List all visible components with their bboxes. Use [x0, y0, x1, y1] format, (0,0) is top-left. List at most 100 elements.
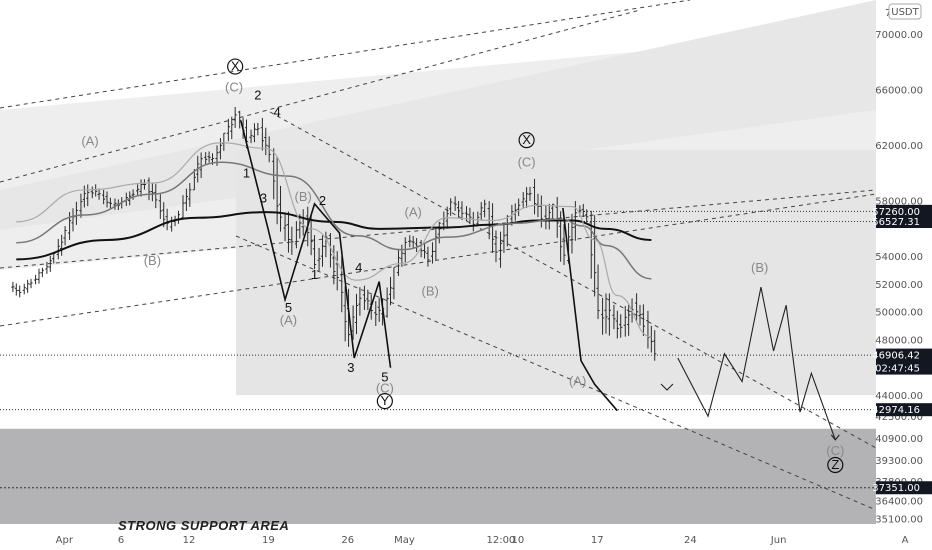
candle: [79, 184, 90, 218]
wave-label: Z: [827, 456, 844, 474]
auto-scale-button[interactable]: A: [902, 535, 909, 546]
svg-text:(C): (C): [376, 381, 394, 396]
candle: [521, 186, 532, 209]
price-tag-value: 37351.00: [872, 483, 920, 494]
svg-text:(B): (B): [144, 253, 161, 268]
wave-label: 5: [285, 300, 292, 315]
currency-tag[interactable]: [888, 3, 922, 20]
wave-label: X: [227, 58, 244, 75]
time-tick-label: 19: [262, 535, 275, 546]
moving-average-line[interactable]: [16, 161, 652, 280]
time-tick-label: 17: [591, 535, 604, 546]
svg-text:2: 2: [254, 88, 261, 103]
price-tag: [876, 403, 932, 417]
support-zone: [0, 428, 876, 524]
svg-text:4: 4: [355, 260, 362, 275]
candle: [476, 199, 487, 227]
svg-text:5: 5: [285, 300, 292, 315]
time-axis-panel[interactable]: [0, 528, 932, 550]
price-tick-label: 58000.00: [875, 197, 923, 208]
candle: [385, 266, 396, 318]
wave-label: 3: [260, 190, 267, 205]
trendline-upper-2[interactable]: [0, 9, 641, 183]
currency-tag-label: USDT: [891, 7, 919, 18]
candle: [646, 310, 657, 361]
svg-text:X: X: [231, 59, 240, 74]
wave-path[interactable]: [562, 207, 618, 412]
time-tick-label: 26: [341, 535, 354, 546]
wave-label: (B): [422, 283, 439, 298]
time-tick-label: Apr: [56, 535, 74, 546]
wave-label: 1: [243, 165, 250, 180]
candle: [22, 278, 33, 295]
trendline-mid[interactable]: [0, 189, 877, 269]
candle: [56, 226, 67, 260]
wave-label: (C): [826, 443, 844, 458]
wave-label: (A): [81, 134, 98, 149]
price-tick-label: 36400.00: [875, 496, 923, 507]
price-tag: [876, 348, 932, 375]
projection-path[interactable]: [677, 287, 836, 441]
price-tag: [876, 204, 932, 218]
price-tag: [876, 481, 932, 495]
svg-text:(C): (C): [826, 443, 844, 458]
svg-text:5: 5: [381, 370, 388, 385]
price-tick-label: 54000.00: [875, 252, 923, 263]
svg-text:3: 3: [347, 360, 354, 375]
svg-text:Z: Z: [831, 457, 839, 472]
moving-average-line[interactable]: [16, 142, 652, 338]
price-axis-panel[interactable]: [876, 0, 932, 550]
price-tick-label: 50000.00: [875, 308, 923, 319]
candle: [294, 209, 305, 249]
svg-text:1: 1: [243, 165, 250, 180]
wave-label: (C): [376, 381, 394, 396]
wave-label: (C): [225, 79, 243, 94]
svg-text:3: 3: [260, 190, 267, 205]
candle: [328, 233, 339, 291]
moving-average-line[interactable]: [16, 211, 652, 261]
time-tick-label: 6: [118, 535, 124, 546]
price-tag: [876, 215, 932, 229]
price-tag-value: 46906.42: [872, 351, 920, 362]
candle: [408, 235, 419, 253]
price-tick-label: 39300.00: [875, 456, 923, 467]
support-area-label: STRONG SUPPORT AREA: [118, 518, 289, 533]
wave-label: 5: [381, 370, 388, 385]
candle: [351, 287, 362, 340]
wave-label: 4: [355, 260, 362, 275]
candle: [33, 267, 44, 285]
price-tick-label: 44000.00: [875, 391, 923, 402]
candle: [498, 214, 509, 268]
svg-text:(C): (C): [225, 79, 243, 94]
price-tag-value: 57260.00: [872, 207, 920, 218]
svg-text:(B): (B): [751, 260, 768, 275]
svg-text:(A): (A): [405, 204, 422, 219]
trendline-desc-2[interactable]: [269, 111, 877, 449]
wave-label: X: [518, 132, 535, 149]
consolidation-box: [236, 150, 876, 395]
candle: [600, 293, 611, 336]
svg-text:(C): (C): [518, 154, 536, 169]
candle: [249, 122, 260, 144]
wave-path[interactable]: [240, 120, 392, 368]
candle: [102, 189, 113, 209]
svg-text:X: X: [522, 132, 531, 147]
price-tick-label: 35100.00: [875, 515, 923, 526]
time-tick-label: May: [394, 535, 415, 546]
wave-label: (A): [405, 204, 422, 219]
wave-label: 4: [274, 104, 281, 119]
arrowhead-icon: [660, 383, 674, 391]
price-tick-label: 62000.00: [875, 141, 923, 152]
candle: [430, 221, 441, 264]
trendline-lower[interactable]: [0, 193, 877, 327]
candle: [453, 196, 464, 221]
candle: [340, 256, 351, 347]
wave-label: (B): [144, 253, 161, 268]
wave-label: 3: [347, 360, 354, 375]
candle: [635, 293, 645, 336]
time-tick-label: 12:00: [486, 535, 515, 546]
svg-text:2: 2: [319, 193, 326, 208]
svg-text:4: 4: [274, 104, 281, 119]
price-tick-label: 48000.00: [875, 335, 923, 346]
